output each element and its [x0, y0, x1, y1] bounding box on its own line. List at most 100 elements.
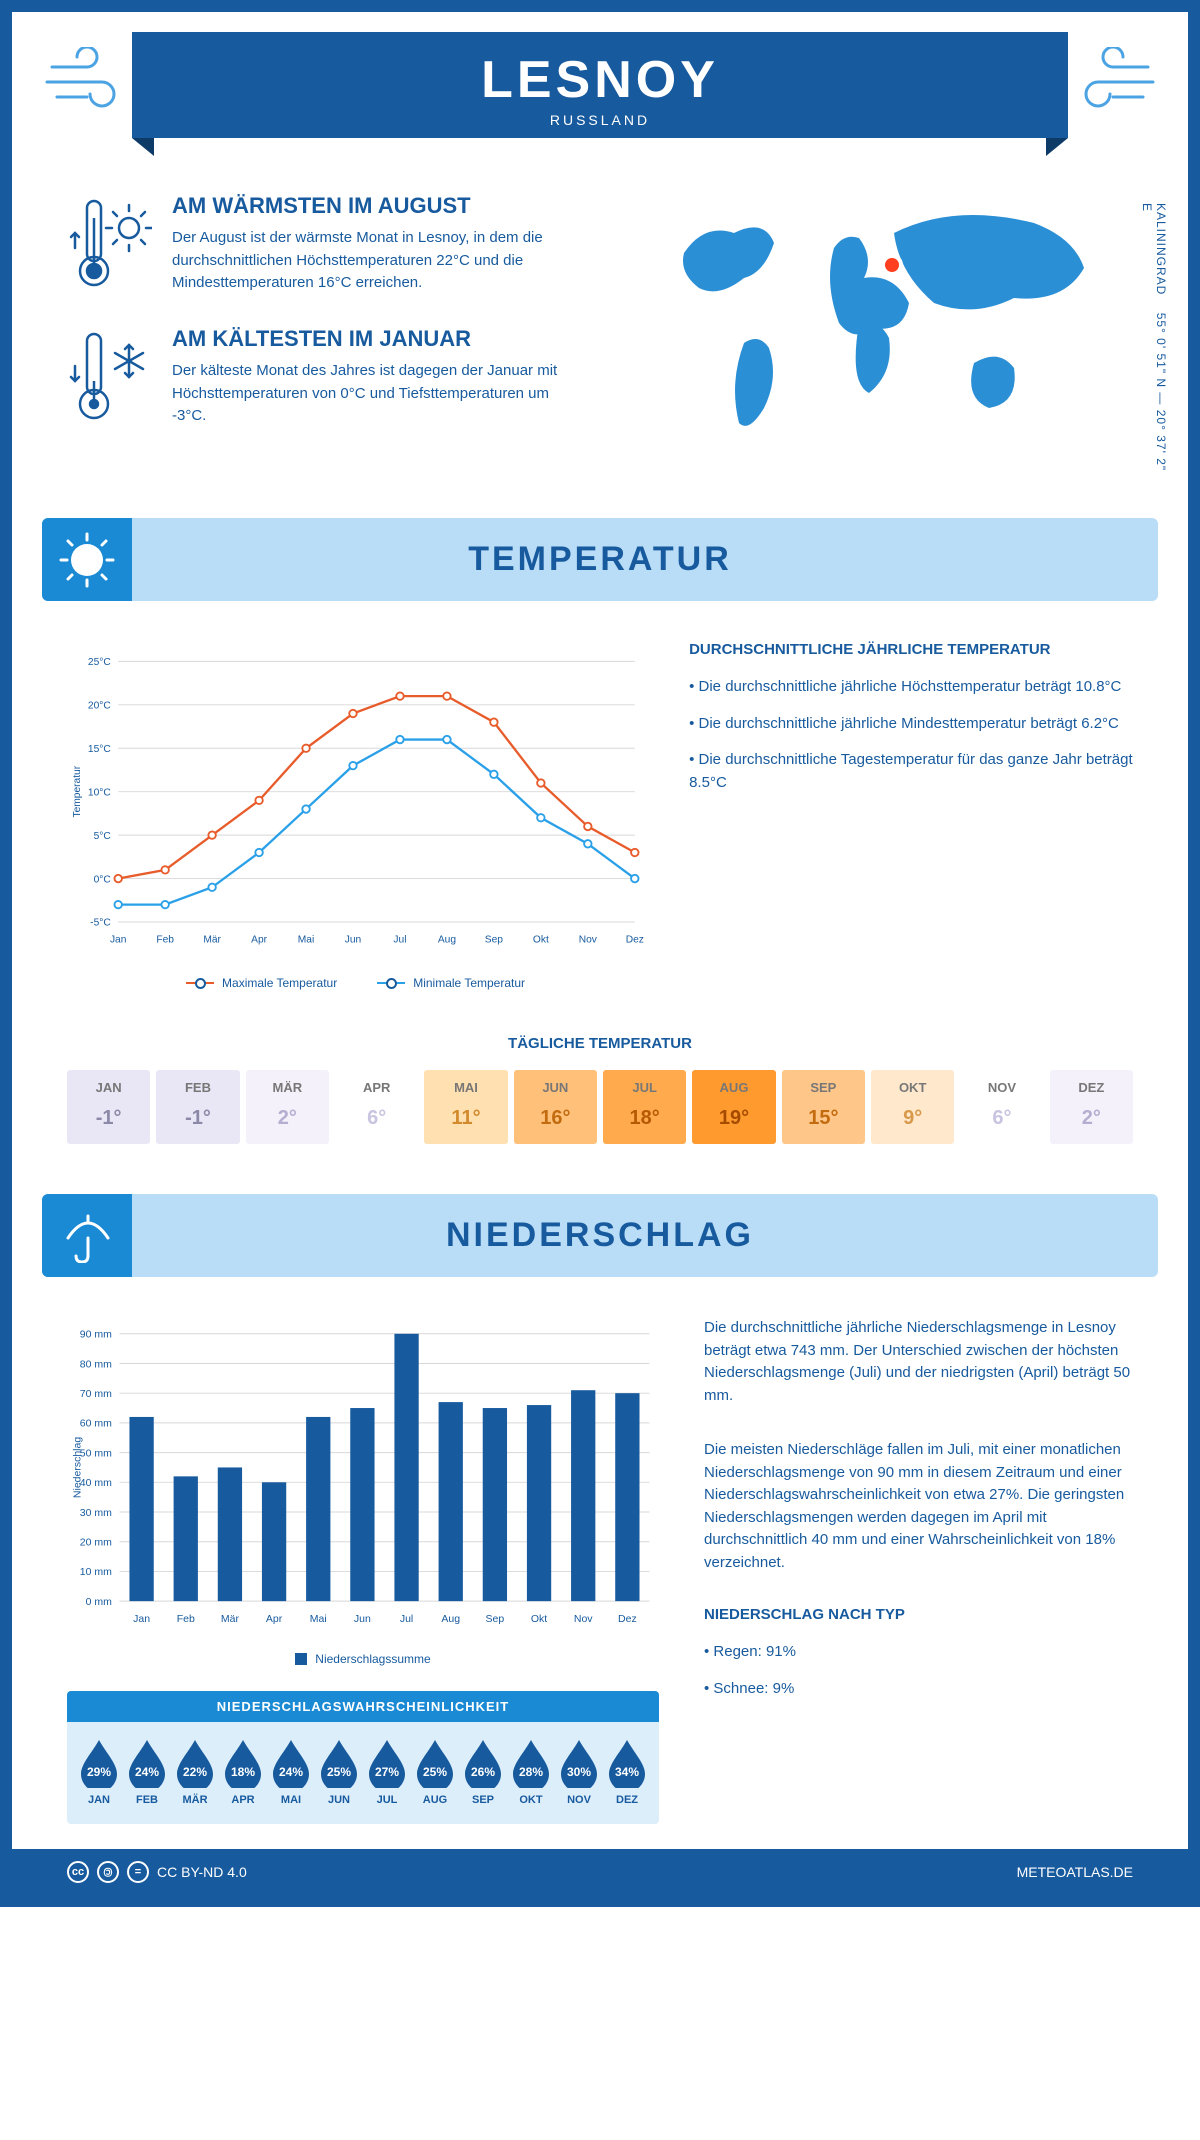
svg-text:Temperatur: Temperatur [72, 765, 83, 817]
fact-warmest: AM WÄRMSTEN IM AUGUST Der August ist der… [67, 193, 585, 298]
world-map: KALININGRAD 55° 0' 51" N — 20° 37' 2" E [615, 193, 1133, 478]
prob-drop: 34%DEZ [605, 1736, 649, 1806]
svg-text:Apr: Apr [266, 1613, 283, 1625]
svg-text:24%: 24% [135, 1765, 159, 1779]
prob-drop: 26%SEP [461, 1736, 505, 1806]
section-header-temp: TEMPERATUR [42, 518, 1158, 601]
svg-text:18%: 18% [231, 1765, 255, 1779]
prob-drop: 24%FEB [125, 1736, 169, 1806]
header: LESNOY RUSSLAND [12, 12, 1188, 168]
svg-text:30 mm: 30 mm [80, 1507, 112, 1519]
svg-text:15°C: 15°C [88, 744, 111, 755]
svg-text:20°C: 20°C [88, 701, 111, 712]
svg-text:10°C: 10°C [88, 787, 111, 798]
daily-temp-grid: JAN-1°FEB-1°MÄR2°APR6°MAI11°JUN16°JUL18°… [12, 1070, 1188, 1144]
svg-text:80 mm: 80 mm [80, 1358, 112, 1370]
fact-title: AM WÄRMSTEN IM AUGUST [172, 193, 585, 219]
infographic: LESNOY RUSSLAND AM WÄRMSTEN IM AUGUST De… [0, 0, 1200, 1907]
svg-text:0°C: 0°C [94, 874, 111, 885]
prob-drop: 25%AUG [413, 1736, 457, 1806]
prob-drop: 18%APR [221, 1736, 265, 1806]
svg-text:Dez: Dez [618, 1613, 637, 1625]
fact-coldest: AM KÄLTESTEN IM JANUAR Der kälteste Mona… [67, 326, 585, 431]
section-header-precip: NIEDERSCHLAG [42, 1194, 1158, 1277]
svg-text:29%: 29% [87, 1765, 111, 1779]
prob-drop: 27%JUL [365, 1736, 409, 1806]
footer: cc🄯= CC BY-ND 4.0 METEOATLAS.DE [12, 1849, 1188, 1895]
intro-row: AM WÄRMSTEN IM AUGUST Der August ist der… [12, 168, 1188, 518]
svg-text:Apr: Apr [251, 934, 267, 945]
svg-text:60 mm: 60 mm [80, 1418, 112, 1430]
prob-drop: 29%JAN [77, 1736, 121, 1806]
svg-text:26%: 26% [471, 1765, 495, 1779]
license: cc🄯= CC BY-ND 4.0 [67, 1861, 247, 1883]
svg-text:0 mm: 0 mm [86, 1596, 113, 1608]
fact-text: Der August ist der wärmste Monat in Lesn… [172, 227, 585, 295]
precip-legend: Niederschlagssumme [67, 1652, 659, 1666]
thermometer-sun-icon [67, 193, 152, 298]
svg-text:Nov: Nov [574, 1613, 593, 1625]
svg-text:Jun: Jun [345, 934, 362, 945]
svg-text:Jun: Jun [354, 1613, 371, 1625]
svg-text:20 mm: 20 mm [80, 1537, 112, 1549]
month-cell: OKT9° [871, 1070, 954, 1144]
svg-text:28%: 28% [519, 1765, 543, 1779]
svg-text:50 mm: 50 mm [80, 1447, 112, 1459]
prob-drop: 28%OKT [509, 1736, 553, 1806]
prob-drop: 25%JUN [317, 1736, 361, 1806]
svg-text:34%: 34% [615, 1765, 639, 1779]
svg-text:Aug: Aug [438, 934, 456, 945]
month-cell: AUG19° [692, 1070, 775, 1144]
temp-line-chart: -5°C0°C5°C10°C15°C20°C25°CJanFebMärAprMa… [67, 641, 644, 990]
temp-legend: Maximale Temperatur Minimale Temperatur [67, 976, 644, 990]
svg-text:Dez: Dez [626, 934, 644, 945]
svg-text:22%: 22% [183, 1765, 207, 1779]
month-cell: NOV6° [960, 1070, 1043, 1144]
city-name: LESNOY [132, 50, 1068, 110]
svg-text:Feb: Feb [177, 1613, 195, 1625]
svg-text:5°C: 5°C [94, 831, 111, 842]
svg-text:Mai: Mai [310, 1613, 327, 1625]
svg-text:25°C: 25°C [88, 657, 111, 668]
svg-text:25%: 25% [423, 1765, 447, 1779]
precip-summary: Die durchschnittliche jährliche Niedersc… [704, 1317, 1133, 1824]
month-cell: APR6° [335, 1070, 418, 1144]
svg-text:Sep: Sep [486, 1613, 505, 1625]
section-title: NIEDERSCHLAG [42, 1216, 1158, 1255]
svg-text:70 mm: 70 mm [80, 1388, 112, 1400]
svg-text:Mai: Mai [298, 934, 314, 945]
svg-text:Jan: Jan [110, 934, 127, 945]
wind-icon [1068, 47, 1158, 122]
month-cell: MAI11° [424, 1070, 507, 1144]
svg-text:40 mm: 40 mm [80, 1477, 112, 1489]
svg-text:Nov: Nov [579, 934, 598, 945]
svg-text:Sep: Sep [485, 934, 503, 945]
svg-text:90 mm: 90 mm [80, 1329, 112, 1341]
svg-text:Niederschlag: Niederschlag [71, 1437, 83, 1498]
svg-text:10 mm: 10 mm [80, 1566, 112, 1578]
svg-text:Okt: Okt [533, 934, 549, 945]
svg-text:Feb: Feb [156, 934, 174, 945]
coordinates: KALININGRAD 55° 0' 51" N — 20° 37' 2" E [1140, 203, 1168, 478]
thermometer-snow-icon [67, 326, 152, 431]
month-cell: SEP15° [782, 1070, 865, 1144]
site-name: METEOATLAS.DE [1017, 1864, 1133, 1880]
umbrella-icon [42, 1194, 132, 1277]
month-cell: JUN16° [514, 1070, 597, 1144]
temp-summary: DURCHSCHNITTLICHE JÄHRLICHE TEMPERATUR •… [689, 641, 1133, 990]
month-cell: FEB-1° [156, 1070, 239, 1144]
svg-text:Mär: Mär [203, 934, 221, 945]
fact-title: AM KÄLTESTEN IM JANUAR [172, 326, 585, 352]
month-cell: JUL18° [603, 1070, 686, 1144]
svg-text:Aug: Aug [441, 1613, 460, 1625]
svg-text:27%: 27% [375, 1765, 399, 1779]
svg-text:Jan: Jan [133, 1613, 150, 1625]
precip-bar-chart: 0 mm 10 mm 20 mm 30 mm 40 mm 50 mm 60 mm 70 mm 8… [67, 1317, 659, 1824]
prob-drop: 30%NOV [557, 1736, 601, 1806]
svg-text:Jul: Jul [393, 934, 406, 945]
month-cell: DEZ2° [1050, 1070, 1133, 1144]
svg-text:25%: 25% [327, 1765, 351, 1779]
svg-text:Okt: Okt [531, 1613, 547, 1625]
svg-text:24%: 24% [279, 1765, 303, 1779]
month-cell: JAN-1° [67, 1070, 150, 1144]
